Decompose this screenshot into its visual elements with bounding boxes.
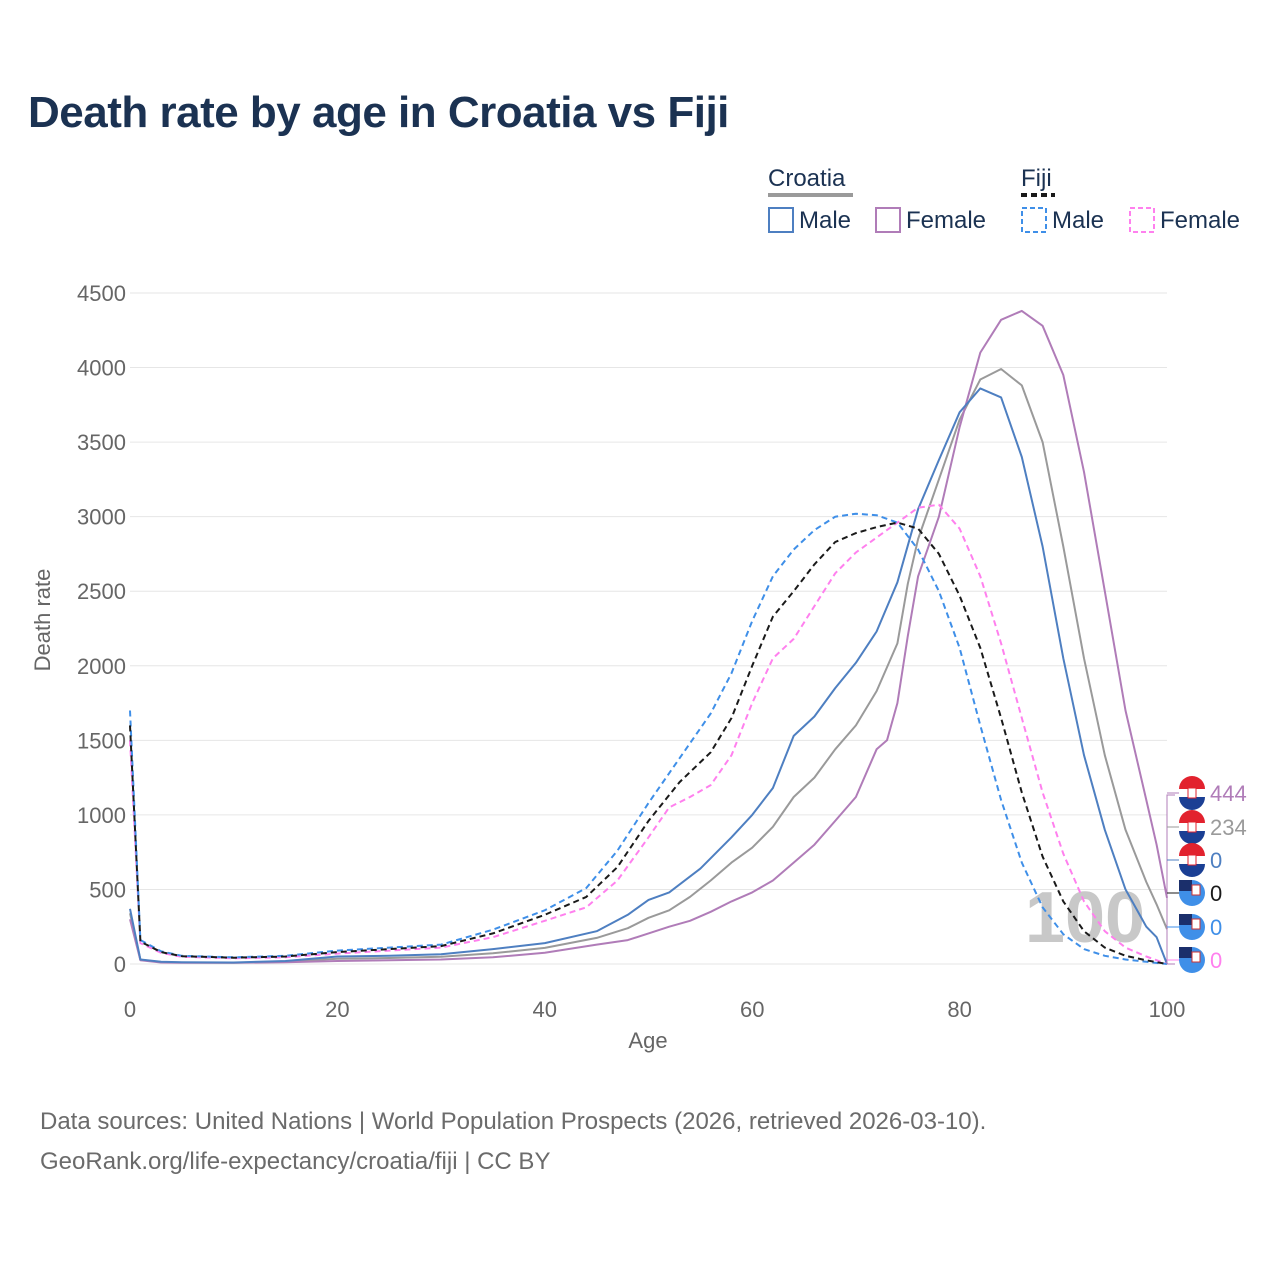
series-croatia-male[interactable] (129, 387, 1168, 965)
y-tick-3000: 3000 (77, 505, 126, 530)
end-label-croatia-male: 0 (1167, 843, 1222, 877)
legend-fiji-male-swatch[interactable] (1021, 207, 1047, 233)
footer-link[interactable]: GeoRank.org/life-expectancy/croatia/fiji… (40, 1148, 551, 1175)
legend-fiji-female-swatch[interactable] (1129, 207, 1155, 233)
end-label-fiji-male: 0 (1167, 914, 1222, 940)
series-fiji-male[interactable] (129, 512, 1168, 965)
end-labels: 444 234 0 0 0 0 (1166, 776, 1247, 973)
fiji-flag-shield (1191, 918, 1201, 930)
y-tick-4000: 4000 (77, 356, 126, 381)
fiji-flag-union-canton (1179, 880, 1192, 891)
end-label-value: 444 (1210, 781, 1247, 806)
end-label-croatia-total: 234 (1167, 810, 1247, 844)
croatia-coat-of-arms (1187, 787, 1197, 799)
series-croatia-total[interactable] (129, 368, 1168, 964)
end-label-value: 0 (1210, 881, 1222, 906)
series-fiji-female[interactable] (129, 503, 1168, 965)
x-tick-40: 40 (533, 997, 557, 1022)
end-label-fiji-female: 0 (1167, 947, 1222, 973)
x-tick-0: 0 (124, 997, 136, 1022)
legend-fiji-male-label[interactable]: Male (1052, 207, 1104, 234)
x-tick-100: 100 (1149, 997, 1186, 1022)
legend-croatia-female-swatch[interactable] (875, 207, 901, 233)
y-tick-1000: 1000 (77, 803, 126, 828)
fiji-flag-shield (1191, 884, 1201, 896)
x-axis-label: Age (628, 1028, 667, 1053)
y-tick-500: 500 (89, 877, 126, 902)
grid-lines (130, 292, 1167, 965)
end-label-value: 234 (1210, 815, 1247, 840)
series-croatia-female[interactable] (129, 309, 1168, 964)
y-tick-3500: 3500 (77, 430, 126, 455)
y-tick-2000: 2000 (77, 654, 126, 679)
legend-croatia-female-label[interactable]: Female (906, 207, 986, 234)
y-tick-4500: 4500 (77, 281, 126, 306)
x-tick-60: 60 (740, 997, 764, 1022)
end-label-value: 0 (1210, 848, 1222, 873)
x-tick-20: 20 (325, 997, 349, 1022)
croatia-flag-blue-band (1179, 797, 1205, 810)
legend-fiji-female-label[interactable]: Female (1160, 207, 1240, 234)
legend: Croatia Male Female Fiji Male Female (768, 165, 1240, 234)
end-label-bracket (1166, 794, 1175, 965)
croatia-flag-blue-band (1179, 831, 1205, 844)
y-tick-0: 0 (114, 952, 126, 977)
end-label-value: 0 (1210, 948, 1222, 973)
end-label-fiji-total: 0 (1167, 880, 1222, 906)
legend-croatia-male-swatch[interactable] (768, 207, 794, 233)
series-lines (129, 309, 1168, 965)
croatia-flag-red-band (1179, 843, 1205, 856)
end-label-croatia-female: 444 (1167, 776, 1247, 810)
y-tick-1500: 1500 (77, 728, 126, 753)
croatia-flag-red-band (1179, 776, 1205, 789)
y-tick-2500: 2500 (77, 579, 126, 604)
y-axis-label: Death rate (30, 569, 55, 672)
legend-country-croatia: Croatia (768, 165, 846, 192)
end-label-value: 0 (1210, 915, 1222, 940)
x-tick-80: 80 (947, 997, 971, 1022)
y-tick-labels: 0 500 1000 1500 2000 2500 3000 3500 4000 4500 (77, 281, 126, 977)
chart-title: Death rate by age in Croatia vs Fiji (28, 88, 729, 137)
fiji-flag-union-canton (1179, 947, 1192, 958)
series-fiji-total[interactable] (129, 521, 1168, 965)
fiji-flag-union-canton (1179, 914, 1192, 925)
x-tick-labels: 0 20 40 60 80 100 (124, 997, 1185, 1022)
croatia-coat-of-arms (1187, 821, 1197, 833)
legend-croatia-male-label[interactable]: Male (799, 207, 851, 234)
croatia-flag-blue-band (1179, 864, 1205, 877)
croatia-coat-of-arms (1187, 854, 1197, 866)
year-watermark: 100 (1025, 878, 1145, 958)
footer-sources: Data sources: United Nations | World Pop… (40, 1108, 987, 1135)
croatia-flag-red-band (1179, 810, 1205, 823)
fiji-flag-shield (1191, 951, 1201, 963)
legend-country-fiji: Fiji (1021, 165, 1052, 192)
